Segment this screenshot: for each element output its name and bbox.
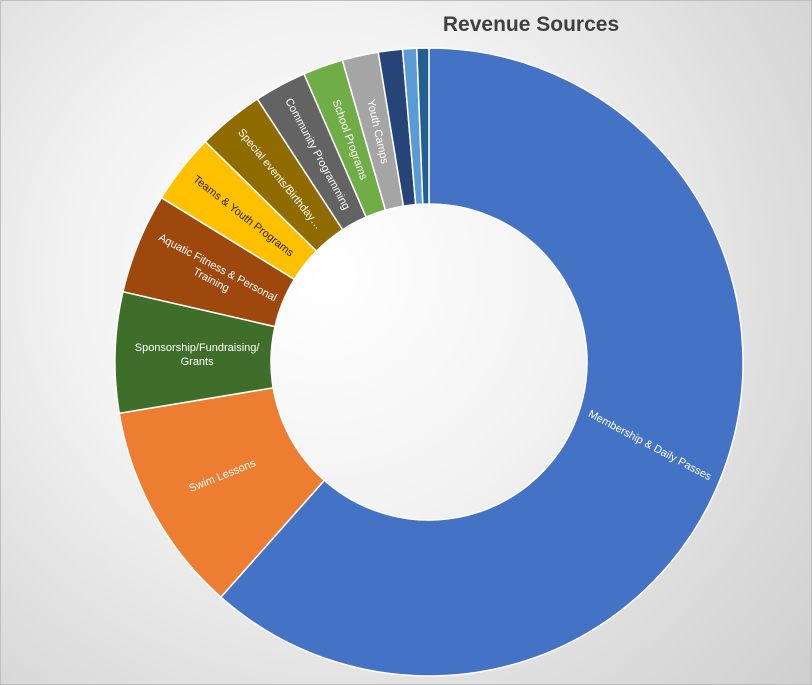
slice-11 [415,47,430,205]
slice-0 [219,47,744,677]
slice-label-2: Sponsorship/Fundraising/Grants [135,342,261,368]
chart-title: Revenue Sources [442,13,620,36]
slices-group [114,47,744,677]
